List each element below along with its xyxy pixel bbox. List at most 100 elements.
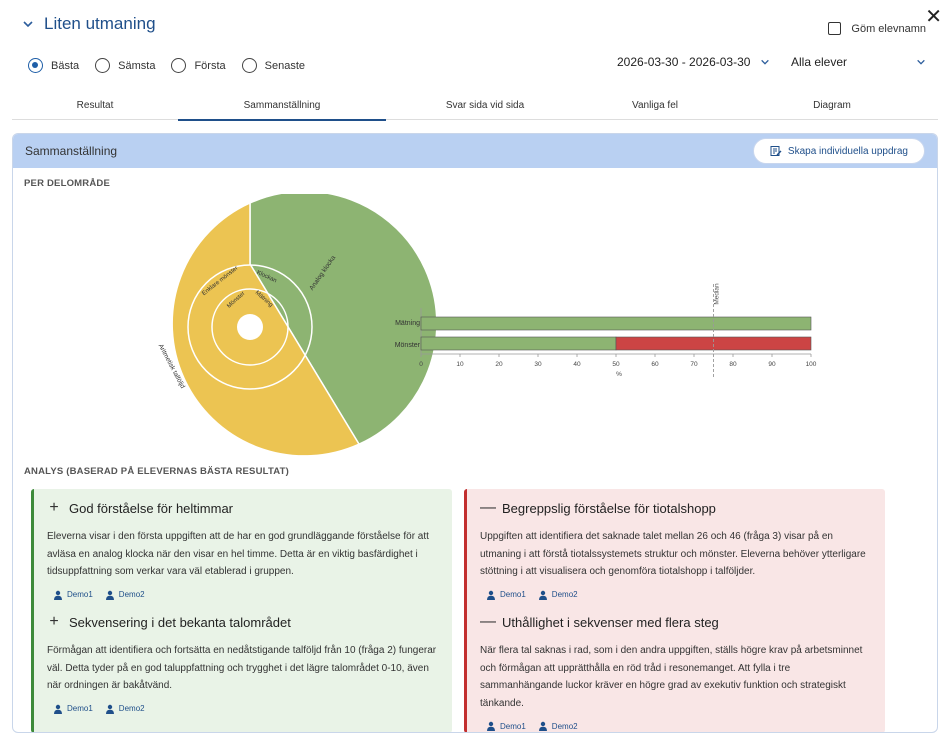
radio-forsta[interactable]: Första bbox=[171, 58, 226, 73]
radio-label: Sämsta bbox=[118, 59, 156, 72]
x-tick-label: 30 bbox=[534, 361, 542, 368]
person-icon bbox=[54, 704, 62, 714]
minus-icon[interactable]: — bbox=[480, 613, 496, 630]
x-tick-label: 80 bbox=[729, 361, 737, 368]
per-area-label: PER DELOMRÅDE bbox=[24, 178, 110, 189]
person-icon bbox=[54, 590, 62, 600]
radio-basta[interactable]: Bästa bbox=[28, 58, 79, 73]
date-range-select[interactable]: 2026-03-30 - 2026-03-30 bbox=[617, 55, 770, 69]
analysis-item-text: När flera tal saknas i rad, som i den an… bbox=[480, 645, 863, 709]
analysis-item-title: God förståelse för heltimmar bbox=[69, 500, 234, 516]
minus-icon[interactable]: — bbox=[480, 499, 496, 516]
radio-button[interactable] bbox=[171, 58, 187, 73]
analysis-item-header[interactable]: — Uthållighet i sekvenser med flera steg bbox=[480, 613, 870, 631]
radio-button[interactable] bbox=[95, 58, 111, 73]
page-title: Liten utmaning bbox=[44, 14, 156, 33]
chevron-down-icon bbox=[761, 59, 770, 65]
student-name: Demo1 bbox=[500, 590, 526, 599]
x-tick-label: 0 bbox=[419, 361, 423, 368]
student-select[interactable]: Alla elever bbox=[791, 55, 926, 69]
tab-resultat[interactable]: Resultat bbox=[76, 99, 114, 111]
bar-category-label: Mätning bbox=[395, 320, 420, 327]
student-name: Demo2 bbox=[551, 590, 578, 599]
student-name: Demo2 bbox=[551, 721, 578, 731]
chevron-down-icon bbox=[917, 59, 925, 65]
analysis-item: — Uthållighet i sekvenser med flera steg… bbox=[480, 613, 870, 731]
person-icon bbox=[487, 721, 495, 731]
analysis-item-header[interactable]: + God förståelse för heltimmar bbox=[47, 499, 437, 517]
student-list: Demo1 Demo2 bbox=[480, 721, 870, 731]
bar-segment[interactable] bbox=[615, 336, 812, 351]
bar-segment[interactable] bbox=[420, 316, 812, 331]
hide-names-toggle[interactable]: Göm elevnamn bbox=[828, 22, 926, 35]
analysis-item-header[interactable]: + Sekvensering i det bekanta talområdet bbox=[47, 613, 437, 631]
plus-icon[interactable]: + bbox=[49, 499, 59, 516]
card-header: Sammanställning Skapa individuella uppdr… bbox=[13, 134, 937, 168]
student-chip[interactable]: Demo1 bbox=[486, 721, 526, 731]
x-axis-label: % bbox=[616, 371, 622, 378]
x-tick-label: 20 bbox=[495, 361, 503, 368]
student-list: Demo1 Demo2 bbox=[480, 590, 870, 600]
sunburst-outer-analog-klocka bbox=[249, 194, 438, 446]
analysis-item-text: Eleverna visar i den första uppgiften at… bbox=[47, 531, 429, 577]
create-assignments-label: Skapa individuella uppdrag bbox=[787, 145, 908, 157]
student-chip[interactable]: Demo1 bbox=[53, 590, 93, 600]
student-list: Demo1 Demo2 bbox=[47, 704, 437, 714]
analysis-label: ANALYS (BASERAD PÅ ELEVERNAS BÄSTA RESUL… bbox=[24, 466, 289, 477]
tab-sammanstallning[interactable]: Sammanställning bbox=[178, 90, 386, 121]
analysis-item-title: Sekvensering i det bekanta talområdet bbox=[69, 614, 291, 630]
sunburst-chart: Analog klocka Aritmetisk talföljd Klocka… bbox=[157, 194, 438, 457]
radio-label: Första bbox=[194, 59, 226, 72]
date-range-value: 2026-03-30 - 2026-03-30 bbox=[617, 55, 751, 69]
radio-label: Bästa bbox=[51, 59, 80, 72]
radio-senaste[interactable]: Senaste bbox=[241, 58, 305, 73]
student-chip[interactable]: Demo2 bbox=[105, 704, 145, 714]
tab-diagram[interactable]: Diagram bbox=[813, 99, 851, 111]
student-chip[interactable]: Demo1 bbox=[53, 704, 93, 714]
x-tick-label: 90 bbox=[768, 361, 776, 368]
bar-segment[interactable] bbox=[420, 336, 617, 351]
student-name: Demo1 bbox=[67, 704, 93, 713]
close-icon[interactable]: ✕ bbox=[925, 6, 942, 28]
radio-button[interactable] bbox=[241, 58, 257, 73]
x-tick-label: 60 bbox=[651, 361, 659, 368]
person-icon bbox=[538, 590, 547, 600]
student-name: Demo2 bbox=[118, 590, 145, 599]
weaknesses-panel: — Begreppslig förståelse för tiotalshopp… bbox=[464, 489, 885, 732]
student-name: Demo2 bbox=[118, 704, 145, 713]
student-chip[interactable]: Demo2 bbox=[538, 590, 578, 600]
person-icon bbox=[105, 590, 114, 600]
title-row[interactable]: Liten utmaning bbox=[22, 14, 156, 34]
strengths-panel: + God förståelse för heltimmar Eleverna … bbox=[31, 489, 452, 732]
x-tick-label: 50 bbox=[612, 361, 620, 368]
plus-icon[interactable]: + bbox=[49, 613, 59, 630]
per-area-visualization: Analog klocka Aritmetisk talföljd Klocka… bbox=[157, 194, 817, 457]
x-tick-label: 100 bbox=[806, 361, 817, 368]
tab-svar-sida-vid-sida[interactable]: Svar sida vid sida bbox=[445, 99, 525, 111]
tab-vanliga-fel[interactable]: Vanliga fel bbox=[632, 99, 678, 111]
tab-bar: Resultat Sammanställning Svar sida vid s… bbox=[12, 90, 938, 121]
radio-button[interactable] bbox=[28, 58, 43, 73]
x-tick-label: 70 bbox=[690, 361, 698, 368]
radio-samsta[interactable]: Sämsta bbox=[95, 58, 155, 73]
analysis-item-header[interactable]: — Begreppslig förståelse för tiotalshopp bbox=[480, 499, 870, 517]
create-assignments-button[interactable]: Skapa individuella uppdrag bbox=[752, 138, 925, 164]
student-chip[interactable]: Demo1 bbox=[486, 590, 526, 600]
x-tick-label: 10 bbox=[456, 361, 464, 368]
x-tick-label: 40 bbox=[573, 361, 581, 368]
student-chip[interactable]: Demo2 bbox=[105, 590, 145, 600]
analysis-item-title: Begreppslig förståelse för tiotalshopp bbox=[502, 500, 716, 516]
chevron-down-icon[interactable] bbox=[22, 18, 34, 30]
bar-chart: Mätning Mönster % 0 10 20 30 40 50 60 70 80 90 100… bbox=[395, 283, 817, 378]
student-chip[interactable]: Demo2 bbox=[538, 721, 578, 731]
analysis-item: + Sekvensering i det bekanta talområdet … bbox=[47, 613, 437, 714]
bar-category-label: Mönster bbox=[395, 342, 421, 349]
edit-note-icon bbox=[770, 146, 782, 156]
hide-names-label: Göm elevnamn bbox=[851, 22, 926, 35]
student-list: Demo1 Demo2 bbox=[47, 590, 437, 600]
analysis-item-text: Uppgiften att identifiera det saknade ta… bbox=[480, 531, 866, 577]
hide-names-checkbox[interactable] bbox=[828, 22, 842, 35]
sunburst-center-hole bbox=[237, 314, 263, 340]
sunburst-outer-aritmetisk-talfoljd bbox=[171, 201, 361, 457]
